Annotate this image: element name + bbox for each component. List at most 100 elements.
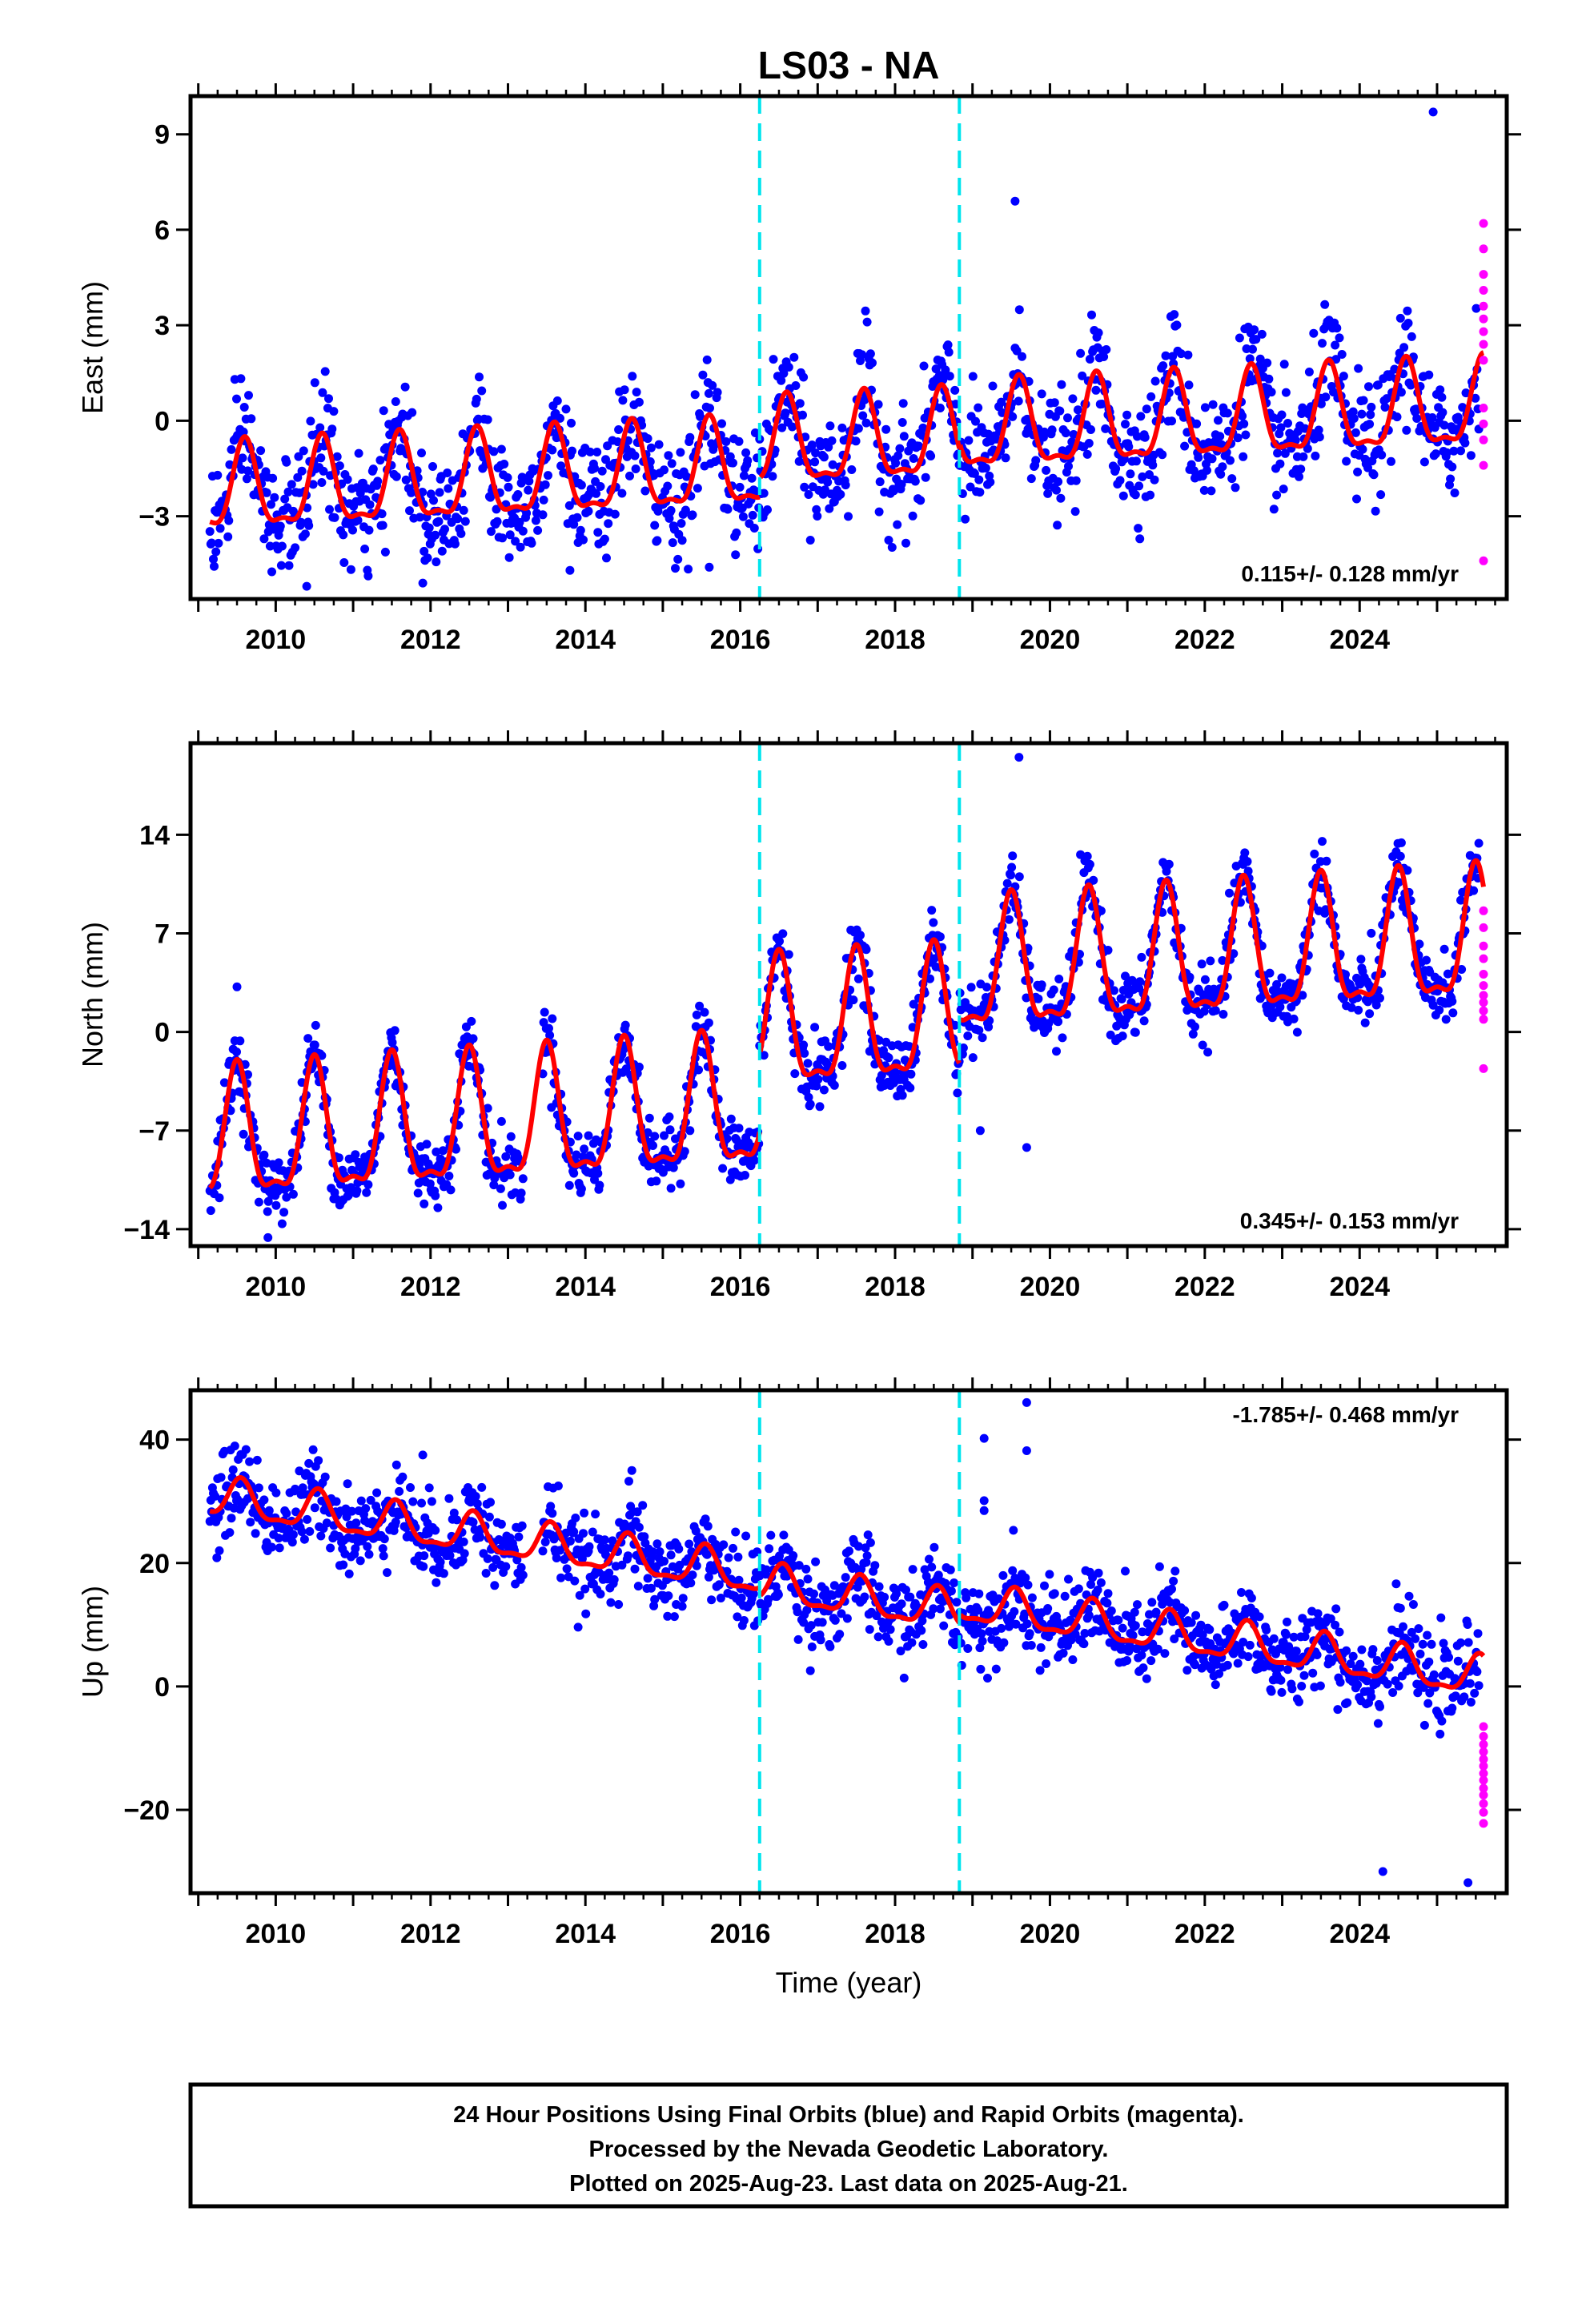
final-orbit-point xyxy=(215,1546,224,1555)
final-orbit-point xyxy=(732,528,741,537)
final-orbit-point xyxy=(707,1595,717,1605)
final-orbit-point xyxy=(488,1562,498,1572)
final-orbit-point xyxy=(1447,462,1457,472)
final-orbit-point xyxy=(1142,1674,1151,1683)
final-orbit-point xyxy=(1248,344,1257,354)
final-orbit-point xyxy=(790,1069,800,1079)
x-tick-label: 2012 xyxy=(400,625,461,655)
final-orbit-point xyxy=(897,418,907,427)
final-orbit-point xyxy=(1026,1641,1036,1650)
final-orbit-point xyxy=(1099,352,1109,361)
final-orbit-point xyxy=(708,380,717,390)
final-orbit-point xyxy=(671,564,680,573)
final-orbit-point xyxy=(517,472,527,482)
final-orbit-point xyxy=(777,423,787,432)
final-orbit-point xyxy=(682,472,691,481)
final-orbit-point xyxy=(282,1509,291,1518)
final-orbit-point xyxy=(351,1150,360,1160)
final-orbit-point xyxy=(354,448,363,458)
final-orbit-point xyxy=(238,453,247,463)
final-orbit-point xyxy=(343,1479,352,1489)
final-orbit-point xyxy=(423,553,432,563)
final-orbit-point xyxy=(315,423,325,432)
final-orbit-point xyxy=(1045,1570,1054,1579)
final-orbit-point xyxy=(584,1542,594,1551)
final-orbit-point xyxy=(398,1472,408,1482)
final-orbit-point xyxy=(1414,1624,1423,1634)
final-orbit-point xyxy=(618,396,628,405)
final-orbit-point xyxy=(724,1553,733,1562)
final-orbit-point xyxy=(1466,1698,1476,1707)
rapid-orbit-point xyxy=(1479,1006,1488,1015)
final-orbit-point xyxy=(379,1534,389,1544)
final-orbit-point xyxy=(1375,1702,1384,1711)
final-orbit-point xyxy=(305,1526,315,1536)
final-orbit-point xyxy=(966,482,975,492)
final-orbit-point xyxy=(308,1445,318,1454)
final-orbit-point xyxy=(997,397,1006,407)
rapid-orbit-point xyxy=(1479,1775,1488,1785)
final-orbit-point xyxy=(862,317,872,327)
final-orbit-point xyxy=(303,1514,312,1524)
final-orbit-point xyxy=(506,1132,516,1141)
final-orbit-point xyxy=(664,1591,673,1601)
final-orbit-point xyxy=(584,506,593,516)
final-orbit-point xyxy=(1094,1568,1103,1578)
final-orbit-point xyxy=(1192,419,1202,428)
final-orbit-point xyxy=(1040,427,1049,436)
final-orbit-point xyxy=(734,436,744,446)
final-orbit-point xyxy=(576,480,586,490)
final-orbit-point xyxy=(941,365,950,375)
y-axis-label: East (mm) xyxy=(76,281,109,414)
final-orbit-point xyxy=(845,1546,853,1556)
final-orbit-point xyxy=(1436,1613,1446,1622)
final-orbit-point xyxy=(1002,879,1012,888)
final-orbit-point xyxy=(739,1616,749,1625)
final-orbit-point xyxy=(471,1492,480,1501)
final-orbit-point xyxy=(1134,524,1143,533)
final-orbit-point xyxy=(1191,1610,1201,1620)
final-orbit-point xyxy=(450,539,460,549)
final-orbit-point xyxy=(484,1512,494,1522)
final-orbit-point xyxy=(1142,404,1151,414)
final-orbit-point xyxy=(1050,1589,1059,1598)
final-orbit-point xyxy=(363,1180,373,1189)
final-orbit-point xyxy=(1297,1682,1307,1691)
final-orbit-point xyxy=(205,527,215,537)
final-orbit-point xyxy=(919,361,929,371)
final-orbit-point xyxy=(696,412,705,421)
final-orbit-point xyxy=(1191,1022,1199,1031)
final-orbit-point xyxy=(496,1519,506,1529)
final-orbit-point xyxy=(1403,306,1412,316)
final-orbit-point xyxy=(424,1483,434,1493)
final-orbit-point xyxy=(1437,392,1447,402)
final-orbit-point xyxy=(417,448,426,458)
final-orbit-point xyxy=(1007,862,1017,872)
final-orbit-point xyxy=(1237,1588,1246,1597)
final-orbit-point xyxy=(1139,1016,1149,1026)
final-orbit-point xyxy=(1313,1609,1323,1618)
final-orbit-point xyxy=(809,1589,818,1598)
final-orbit-point xyxy=(1272,490,1282,500)
final-orbit-point xyxy=(617,489,627,498)
final-orbit-point xyxy=(1437,1716,1447,1726)
final-orbit-point xyxy=(486,493,495,502)
final-orbit-point xyxy=(694,1065,703,1075)
final-orbit-point xyxy=(372,1488,382,1498)
final-orbit-point xyxy=(267,1542,276,1552)
final-orbit-point xyxy=(207,538,216,548)
final-orbit-point xyxy=(270,493,279,502)
final-orbit-point xyxy=(1427,413,1437,422)
final-orbit-point xyxy=(1233,433,1243,443)
x-tick-label: 2016 xyxy=(710,625,771,655)
outlier-point xyxy=(1014,753,1024,762)
final-orbit-point xyxy=(511,537,520,546)
final-orbit-point xyxy=(548,445,557,455)
final-orbit-point xyxy=(898,399,908,408)
final-orbit-point xyxy=(1299,1671,1309,1680)
final-orbit-point xyxy=(769,355,778,364)
final-orbit-point xyxy=(1084,1610,1094,1620)
final-orbit-point xyxy=(678,1594,688,1603)
final-orbit-point xyxy=(419,1562,428,1571)
final-orbit-point xyxy=(395,1486,404,1496)
